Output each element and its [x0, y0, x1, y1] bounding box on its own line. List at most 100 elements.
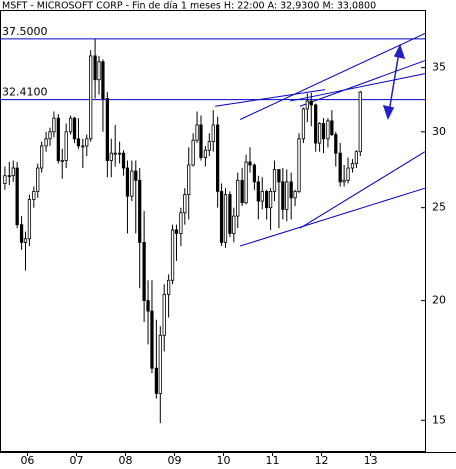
candle-body	[162, 293, 166, 336]
candle-body	[297, 138, 301, 192]
x-tick-label: 06	[20, 454, 34, 467]
candle-body	[93, 55, 97, 81]
y-tick-label: 35	[432, 61, 446, 74]
x-tick-label: 08	[118, 454, 132, 467]
candle-body	[228, 194, 232, 234]
candle-body	[334, 134, 338, 154]
candle-body	[252, 164, 257, 183]
candle-body	[260, 190, 264, 202]
candle-body	[158, 334, 162, 394]
candle-body	[167, 279, 171, 295]
candle-body	[240, 179, 244, 204]
candle-body	[89, 55, 93, 140]
candle-body	[223, 194, 228, 243]
candle-body	[121, 152, 126, 169]
candle-body	[64, 131, 68, 161]
y-tick-label: 30	[432, 125, 446, 138]
x-tick-label: 10	[217, 454, 231, 467]
candle-body	[27, 199, 32, 240]
candle-body	[342, 179, 346, 183]
candle-body	[236, 179, 240, 217]
candle-body	[207, 141, 211, 151]
trend-line	[240, 187, 426, 247]
candle-body	[117, 152, 122, 155]
trend-line	[215, 89, 326, 107]
candle-body	[170, 229, 175, 281]
candle-body	[52, 117, 56, 133]
candle-body	[277, 169, 281, 183]
candle-body	[146, 300, 150, 312]
candle-body	[150, 310, 154, 369]
candle-body	[199, 124, 203, 158]
candle-body	[109, 152, 113, 161]
y-tick-label: 25	[432, 201, 446, 214]
candle-body	[211, 124, 215, 143]
candle-body	[191, 139, 195, 166]
candle-body	[265, 190, 269, 209]
h-line-label: 37.5000	[2, 25, 48, 38]
candle-body	[321, 123, 326, 140]
candle-body	[358, 91, 362, 153]
candle-body	[85, 138, 89, 147]
candle-body	[113, 152, 117, 155]
candle-body	[330, 120, 334, 135]
candle-body	[105, 98, 109, 161]
candle-body	[305, 100, 309, 110]
candle-body	[203, 149, 208, 158]
candle-body	[3, 175, 7, 184]
trend-line	[290, 73, 426, 102]
candle-body	[301, 108, 306, 140]
trend-line	[299, 151, 426, 229]
candle-body	[187, 164, 191, 195]
candle-body	[256, 181, 260, 202]
candle-body	[142, 241, 146, 301]
candle-body	[289, 181, 293, 199]
candle-body	[232, 215, 236, 234]
candle-body	[248, 161, 252, 166]
candle-body	[338, 152, 342, 183]
candle-body	[7, 175, 11, 178]
candle-body	[11, 167, 15, 177]
x-tick-label: 07	[69, 454, 83, 467]
candle-body	[293, 190, 297, 199]
candle-body	[138, 179, 142, 243]
candle-body	[68, 117, 73, 133]
candle-body	[314, 104, 318, 144]
candle-body	[36, 167, 40, 192]
candle-body	[32, 190, 36, 200]
candle-body	[268, 190, 273, 209]
candle-body	[72, 117, 77, 140]
candle-body	[56, 117, 60, 161]
candle-body	[44, 138, 48, 147]
candle-body	[15, 167, 19, 226]
x-tick-label: 13	[364, 454, 378, 467]
candle-body	[60, 160, 64, 162]
candle-body	[326, 120, 330, 140]
candle-body	[130, 170, 134, 197]
candle-body	[154, 367, 158, 394]
candle-body	[183, 194, 187, 214]
candle-body	[97, 61, 101, 81]
candle-body	[354, 151, 358, 164]
candle-body	[134, 170, 138, 181]
y-tick-label: 20	[432, 294, 446, 307]
x-tick-label: 11	[266, 454, 280, 467]
candle-body	[125, 167, 130, 197]
arrow	[382, 44, 406, 120]
candle-body	[216, 124, 220, 192]
candle-body	[219, 190, 224, 243]
candle-body	[244, 161, 248, 204]
candle-body	[179, 212, 183, 234]
trend-line	[239, 32, 426, 120]
candle-body	[76, 138, 81, 147]
chart-title: MSFT - MICROSOFT CORP - Fin de día 1 mes…	[2, 1, 376, 12]
candle-body	[281, 181, 285, 210]
candle-body	[23, 238, 28, 243]
candle-body	[19, 224, 24, 243]
candle-body	[195, 124, 199, 141]
trend-line	[299, 60, 426, 107]
candle-body	[309, 100, 313, 106]
candle-body	[48, 131, 52, 140]
candle-body	[101, 61, 105, 99]
